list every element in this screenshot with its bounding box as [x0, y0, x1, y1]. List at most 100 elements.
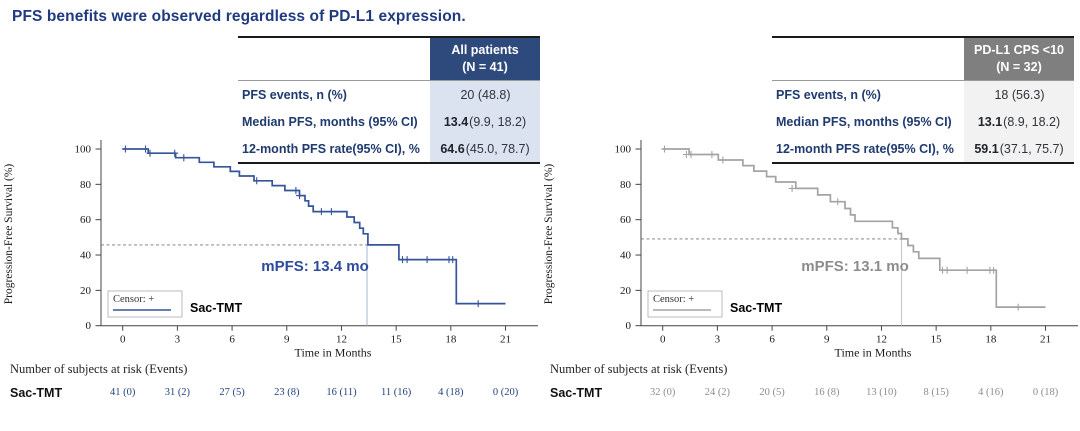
x-tick-label: 12 — [876, 334, 887, 346]
x-tick-label: 3 — [715, 334, 721, 346]
cohort-n: (N = 41) — [462, 60, 508, 74]
value-rest: (8.9, 18.2) — [1003, 114, 1061, 129]
y-tick-label: 20 — [620, 285, 632, 297]
x-tick-label: 15 — [391, 334, 403, 346]
legend-box — [647, 290, 723, 318]
at-risk-value: 31 (2) — [164, 387, 191, 398]
km-plot: 0 20 40 60 80 100 0 3 6 9 12 15 18 21 Time in Months Pr… — [3, 140, 538, 360]
stats-table-all-patients: All patients (N = 41) PFS events, n (%) … — [238, 36, 540, 164]
y-tick-label: 60 — [620, 214, 632, 226]
value-bold: 13.1 — [977, 114, 1003, 129]
at-risk-value: 32 (0) — [650, 387, 676, 398]
x-tick-label: 3 — [175, 334, 181, 346]
survival-curve — [662, 148, 1046, 308]
at-risk-value: 0 (18) — [1032, 387, 1059, 398]
x-tick-label: 21 — [500, 334, 511, 346]
y-tick-label: 80 — [620, 179, 632, 191]
at-risk-value: 8 (15) — [923, 387, 949, 398]
stats-table-header: PD-L1 CPS <10 (N = 32) — [964, 38, 1074, 81]
x-tick-label: 18 — [445, 334, 457, 346]
median-annotation: mPFS: 13.4 mo — [261, 258, 369, 275]
x-tick-label: 6 — [229, 334, 235, 346]
at-risk-row-label: Sac-TMT — [10, 386, 63, 400]
y-tick-label: 100 — [75, 144, 92, 156]
legend-box — [107, 290, 183, 318]
km-chart-pdl1: 0 20 40 60 80 100 0 3 6 9 12 15 18 21 Time in Months Pr… — [540, 128, 1080, 368]
y-tick-label: 20 — [80, 285, 92, 297]
survival-curve — [122, 148, 506, 305]
at-risk-value: 24 (2) — [704, 387, 731, 398]
value-rest: 18 (56.3) — [994, 87, 1045, 102]
cohort-name: PD-L1 CPS <10 — [974, 43, 1064, 58]
row-value-12m-rate: 64.6 (45.0, 78.7) — [430, 135, 540, 162]
censor-marks — [661, 145, 1022, 311]
x-tick-label: 0 — [660, 334, 666, 346]
at-risk-values: 41 (0) 31 (2) 27 (5) 23 (8) 16 (11) 11 (16) 4 … — [0, 387, 540, 407]
median-annotation: mPFS: 13.1 mo — [801, 258, 909, 275]
at-risk-value: 0 (20) — [492, 387, 519, 398]
x-tick-label: 0 — [120, 334, 126, 346]
y-tick-label: 40 — [620, 250, 632, 262]
at-risk-value: 16 (8) — [814, 387, 840, 398]
panel-pdl1-cps-lt10: PD-L1 CPS <10 (N = 32) PFS events, n (%)… — [540, 0, 1080, 431]
y-tick-label: 80 — [80, 179, 92, 191]
cohort-n: (N = 32) — [996, 60, 1042, 74]
row-label-pfs-events: PFS events, n (%) — [238, 81, 430, 108]
x-tick-label: 6 — [769, 334, 775, 346]
row-value-median-pfs: 13.1 (8.9, 18.2) — [964, 108, 1074, 135]
x-tick-label: 9 — [284, 334, 290, 346]
at-risk-values: 32 (0) 24 (2) 20 (5) 16 (8) 13 (10) 8 (15) 4 (… — [540, 387, 1080, 407]
km-plot: 0 20 40 60 80 100 0 3 6 9 12 15 18 21 Time in Months Pr… — [543, 140, 1078, 360]
value-bold: 59.1 — [974, 141, 999, 156]
y-tick-label: 40 — [80, 250, 92, 262]
at-risk-value: 11 (16) — [381, 387, 412, 398]
row-label-12m-rate: 12-month PFS rate(95% CI), % — [772, 135, 964, 162]
legend-censor-label: Censor: + — [653, 294, 694, 305]
value-rest: 20 (48.8) — [460, 87, 511, 102]
x-tick-label: 12 — [336, 334, 347, 346]
row-label-median-pfs: Median PFS, months (95% CI) — [238, 108, 430, 135]
x-tick-label: 15 — [931, 334, 943, 346]
km-chart-all-patients: 0 20 40 60 80 100 0 3 6 9 12 15 18 21 Time in Months Pr… — [0, 128, 540, 368]
y-tick-label: 100 — [615, 144, 632, 156]
y-tick-label: 0 — [86, 320, 92, 332]
stats-table-header-spacer — [238, 38, 430, 81]
row-value-median-pfs: 13.4 (9.9, 18.2) — [430, 108, 540, 135]
at-risk-title: Number of subjects at risk (Events) — [550, 362, 728, 376]
censor-marks — [121, 145, 482, 308]
at-risk-value: 23 (8) — [274, 387, 300, 398]
at-risk-title: Number of subjects at risk (Events) — [10, 362, 188, 376]
at-risk-row-label: Sac-TMT — [550, 386, 603, 400]
at-risk-value: 4 (16) — [978, 387, 1004, 398]
at-risk-all-patients: Number of subjects at risk (Events) Sac-… — [0, 358, 540, 428]
legend-series-label: Sac-TMT — [730, 301, 782, 315]
row-value-pfs-events: 20 (48.8) — [430, 81, 540, 108]
value-rest: (37.1, 75.7) — [999, 141, 1064, 156]
at-risk-value: 20 (5) — [759, 387, 785, 398]
stats-table-pdl1: PD-L1 CPS <10 (N = 32) PFS events, n (%)… — [772, 36, 1074, 164]
row-value-12m-rate: 59.1 (37.1, 75.7) — [964, 135, 1074, 162]
x-tick-label: 9 — [824, 334, 830, 346]
x-tick-label: 18 — [985, 334, 997, 346]
at-risk-value: 16 (11) — [326, 387, 357, 398]
value-rest: (45.0, 78.7) — [465, 141, 530, 156]
row-label-pfs-events: PFS events, n (%) — [772, 81, 964, 108]
y-tick-label: 0 — [626, 320, 632, 332]
value-bold: 64.6 — [440, 141, 465, 156]
y-axis-title: Progression-Free Survival (%) — [543, 164, 555, 305]
at-risk-value: 13 (10) — [866, 387, 897, 398]
value-bold: 13.4 — [443, 114, 469, 129]
row-label-median-pfs: Median PFS, months (95% CI) — [772, 108, 964, 135]
page-title: PFS benefits were observed regardless of… — [12, 8, 466, 25]
row-label-12m-rate: 12-month PFS rate(95% CI), % — [238, 135, 430, 162]
stats-table-header-spacer — [772, 38, 964, 81]
x-axis-title: Time in Months — [295, 346, 372, 360]
at-risk-value: 4 (18) — [438, 387, 464, 398]
x-tick-label: 21 — [1040, 334, 1051, 346]
cohort-name: All patients — [451, 43, 519, 58]
legend-series-label: Sac-TMT — [190, 301, 242, 315]
at-risk-pdl1: Number of subjects at risk (Events) Sac-… — [540, 358, 1080, 428]
y-axis-title: Progression-Free Survival (%) — [3, 164, 15, 305]
y-tick-label: 60 — [80, 214, 92, 226]
